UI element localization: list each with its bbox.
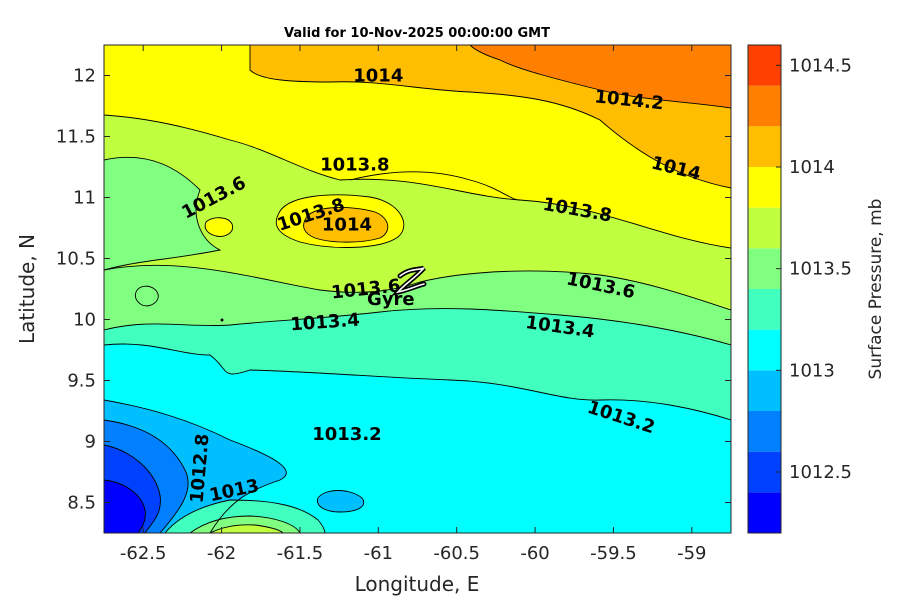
colorbar-swatch (748, 167, 781, 208)
y-axis-ticks: 8.5 9 9.5 10 10.5 11 11.5 12 (56, 66, 731, 514)
contour-label: 1013.8 (320, 155, 389, 176)
colorbar (748, 45, 781, 533)
x-tick-label: -61 (364, 543, 393, 564)
colorbar-swatch (748, 126, 781, 167)
colorbar-swatch (748, 248, 781, 289)
y-tick-label: 11.5 (56, 127, 96, 148)
colorbar-tick-label: 1013 (789, 360, 835, 381)
band-1012.4 (104, 480, 146, 533)
x-tick-label: -61.5 (277, 543, 324, 564)
y-tick-label: 10.5 (56, 249, 96, 270)
colorbar-swatch (748, 492, 781, 533)
chart-title: Valid for 10-Nov-2025 00:00:00 GMT (284, 26, 550, 41)
x-tick-label: -62 (207, 543, 236, 564)
gyre-label: Gyre (367, 289, 415, 310)
x-axis-label: Longitude, E (355, 572, 480, 596)
x-axis-ticks: -62.5 -62 -61.5 -61 -60.5 -60 -59.5 -59 (120, 45, 707, 564)
colorbar-frame (747, 44, 782, 534)
contour-label: 1014 (322, 214, 372, 235)
band-1014.2 (470, 45, 731, 108)
y-tick-label: 8.5 (67, 493, 96, 514)
x-tick-label: -62.5 (120, 543, 167, 564)
colorbar-swatch (748, 411, 781, 452)
colorbar-tick-label: 1014 (789, 157, 835, 178)
x-tick-label: -59 (677, 543, 706, 564)
small-dot-marker (220, 318, 224, 322)
band-1012.8-islet (317, 490, 364, 512)
x-tick-label: -59.5 (590, 543, 637, 564)
colorbar-tick-label: 1014.5 (789, 55, 852, 76)
colorbar-swatch (748, 207, 781, 249)
colorbar-swatch (748, 85, 781, 127)
gyre-track-marker (391, 265, 427, 296)
colorbar-swatch (748, 451, 781, 493)
contour-label: 1013.2 (312, 424, 381, 445)
band-1014.0-bump (303, 207, 388, 243)
y-tick-label: 12 (73, 66, 96, 87)
annotations: Gyre (367, 289, 415, 310)
plot-frame (103, 44, 732, 534)
band-1013.6-lower (104, 157, 220, 270)
colorbar-swatch (748, 45, 781, 86)
y-tick-label: 9.5 (67, 371, 96, 392)
x-tick-label: -60 (520, 543, 549, 564)
contour-label: 1013.4 (290, 310, 361, 336)
band-1013.6-islet (135, 286, 159, 306)
colorbar-swatch (748, 289, 781, 330)
y-tick-label: 9 (85, 432, 96, 453)
y-tick-label: 10 (73, 310, 96, 331)
y-axis-label: Latitude, N (15, 234, 39, 344)
isolines (104, 45, 731, 533)
x-tick-label: -60.5 (433, 543, 480, 564)
colorbar-tick-label: 1013.5 (789, 259, 852, 280)
colorbar-ticks: 1012.5 1013 1013.5 1014 1014.5 (776, 55, 852, 483)
colorbar-label: Surface Pressure, mb (866, 199, 886, 380)
y-tick-label: 11 (73, 188, 96, 209)
band-1013.8-islet (205, 217, 233, 237)
colorbar-swatch (748, 329, 781, 371)
contour-label: 1014 (353, 66, 403, 87)
colorbar-tick-label: 1012.5 (789, 462, 852, 483)
colorbar-swatch (748, 370, 781, 411)
